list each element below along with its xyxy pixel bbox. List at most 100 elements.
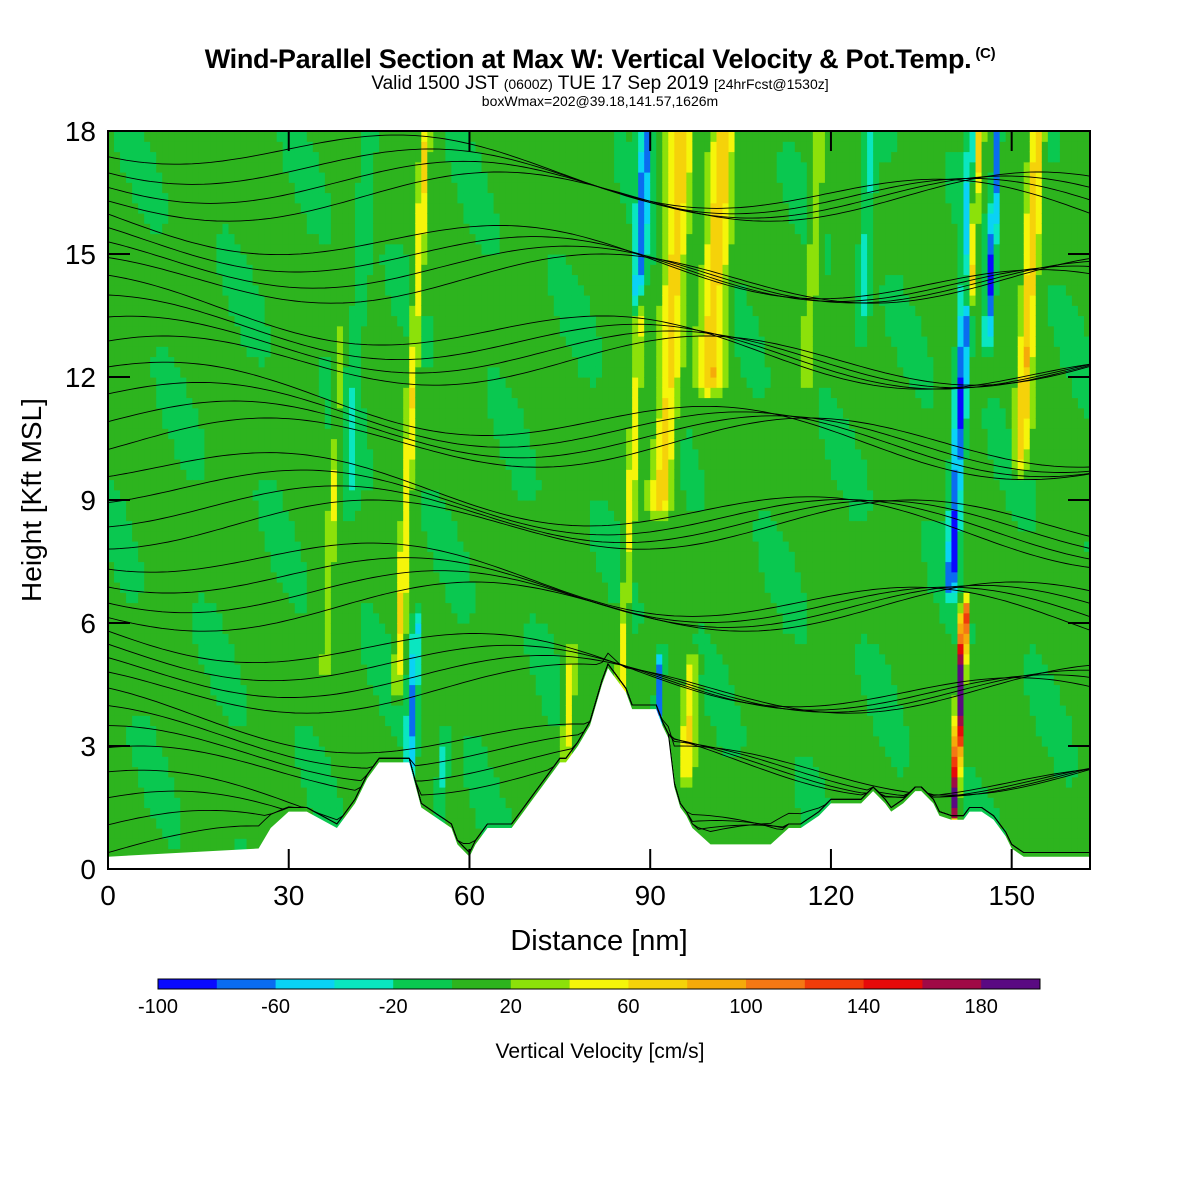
velocity-cell bbox=[445, 264, 452, 276]
velocity-cell bbox=[499, 141, 507, 153]
velocity-cell bbox=[126, 192, 133, 204]
velocity-cell bbox=[276, 366, 284, 378]
velocity-cell bbox=[282, 233, 290, 245]
velocity-cell bbox=[330, 243, 338, 255]
velocity-cell bbox=[487, 530, 495, 542]
velocity-cell bbox=[156, 797, 163, 809]
velocity-cell bbox=[300, 284, 308, 296]
velocity-cell bbox=[222, 172, 230, 183]
velocity-cell bbox=[174, 725, 181, 737]
velocity-cell bbox=[385, 561, 392, 573]
velocity-cell bbox=[361, 541, 368, 552]
velocity-cell bbox=[216, 530, 224, 542]
velocity-cell bbox=[373, 602, 380, 614]
velocity-cell bbox=[391, 489, 398, 501]
velocity-cell bbox=[469, 233, 477, 245]
velocity-cell bbox=[294, 664, 302, 675]
velocity-cell bbox=[294, 264, 302, 276]
velocity-cell bbox=[318, 264, 326, 276]
velocity-cell bbox=[348, 438, 356, 450]
velocity-cell bbox=[162, 653, 169, 665]
velocity-cell bbox=[361, 202, 368, 214]
velocity-cell bbox=[361, 438, 368, 450]
velocity-cell bbox=[463, 541, 471, 552]
velocity-cell bbox=[397, 674, 404, 686]
velocity-cell bbox=[505, 397, 513, 409]
velocity-cell bbox=[132, 664, 139, 675]
velocity-cell bbox=[288, 653, 296, 665]
velocity-cell bbox=[126, 377, 133, 388]
velocity-cell bbox=[138, 664, 145, 675]
velocity-cell bbox=[234, 653, 242, 665]
velocity-cell bbox=[312, 233, 320, 245]
velocity-cell bbox=[336, 233, 344, 245]
velocity-cell bbox=[114, 131, 121, 142]
velocity-cell bbox=[264, 356, 272, 368]
velocity-cell bbox=[210, 223, 218, 235]
velocity-cell bbox=[312, 489, 320, 501]
velocity-cell bbox=[306, 746, 314, 757]
velocity-cell bbox=[240, 151, 248, 163]
velocity-cell bbox=[126, 346, 133, 358]
velocity-cell bbox=[433, 161, 440, 173]
velocity-cell bbox=[499, 674, 507, 686]
velocity-cell bbox=[138, 274, 145, 286]
velocity-cell bbox=[126, 520, 133, 532]
velocity-cell bbox=[234, 694, 242, 706]
velocity-cell bbox=[264, 797, 272, 809]
velocity-cell bbox=[156, 489, 163, 501]
velocity-cell bbox=[264, 612, 272, 624]
velocity-cell bbox=[192, 530, 199, 542]
velocity-cell bbox=[505, 366, 513, 378]
velocity-cell bbox=[493, 817, 501, 829]
velocity-cell bbox=[186, 776, 193, 788]
velocity-cell bbox=[258, 787, 266, 798]
velocity-cell bbox=[336, 356, 344, 368]
velocity-cell bbox=[150, 254, 157, 265]
velocity-cell bbox=[126, 653, 133, 665]
velocity-cell bbox=[427, 797, 434, 809]
velocity-cell bbox=[457, 633, 465, 645]
velocity-cell bbox=[300, 223, 308, 235]
velocity-cell bbox=[487, 305, 495, 317]
velocity-cell bbox=[240, 213, 248, 224]
velocity-cell bbox=[114, 756, 121, 768]
velocity-cell bbox=[282, 366, 290, 378]
velocity-cell bbox=[421, 541, 428, 552]
velocity-cell bbox=[282, 653, 290, 665]
velocity-cell bbox=[276, 500, 284, 511]
velocity-cell bbox=[204, 776, 212, 788]
velocity-cell bbox=[288, 428, 296, 440]
velocity-cell bbox=[156, 807, 163, 819]
velocity-cell bbox=[156, 223, 163, 235]
velocity-cell bbox=[475, 161, 483, 173]
velocity-cell bbox=[138, 500, 145, 511]
velocity-cell bbox=[403, 284, 410, 296]
velocity-cell bbox=[348, 274, 356, 286]
velocity-cell bbox=[330, 674, 338, 686]
velocity-cell bbox=[385, 336, 392, 347]
velocity-cell bbox=[168, 623, 175, 634]
velocity-cell bbox=[421, 612, 428, 624]
velocity-cell bbox=[505, 705, 513, 716]
velocity-cell bbox=[120, 653, 127, 665]
velocity-cell bbox=[306, 284, 314, 296]
velocity-cell bbox=[481, 623, 489, 634]
velocity-cell bbox=[198, 715, 205, 727]
velocity-cell bbox=[252, 674, 260, 686]
velocity-cell bbox=[156, 459, 163, 470]
velocity-cell bbox=[324, 325, 332, 337]
velocity-cell bbox=[415, 684, 422, 696]
velocity-cell bbox=[246, 612, 254, 624]
velocity-cell bbox=[445, 172, 452, 183]
velocity-cell bbox=[234, 469, 242, 481]
velocity-cell bbox=[342, 295, 350, 306]
velocity-cell bbox=[451, 459, 459, 470]
velocity-cell bbox=[415, 141, 422, 153]
velocity-cell bbox=[324, 705, 332, 716]
velocity-cell bbox=[288, 551, 296, 563]
velocity-cell bbox=[204, 643, 212, 655]
velocity-cell bbox=[433, 664, 440, 675]
velocity-cell bbox=[336, 746, 344, 757]
velocity-cell bbox=[234, 766, 242, 778]
